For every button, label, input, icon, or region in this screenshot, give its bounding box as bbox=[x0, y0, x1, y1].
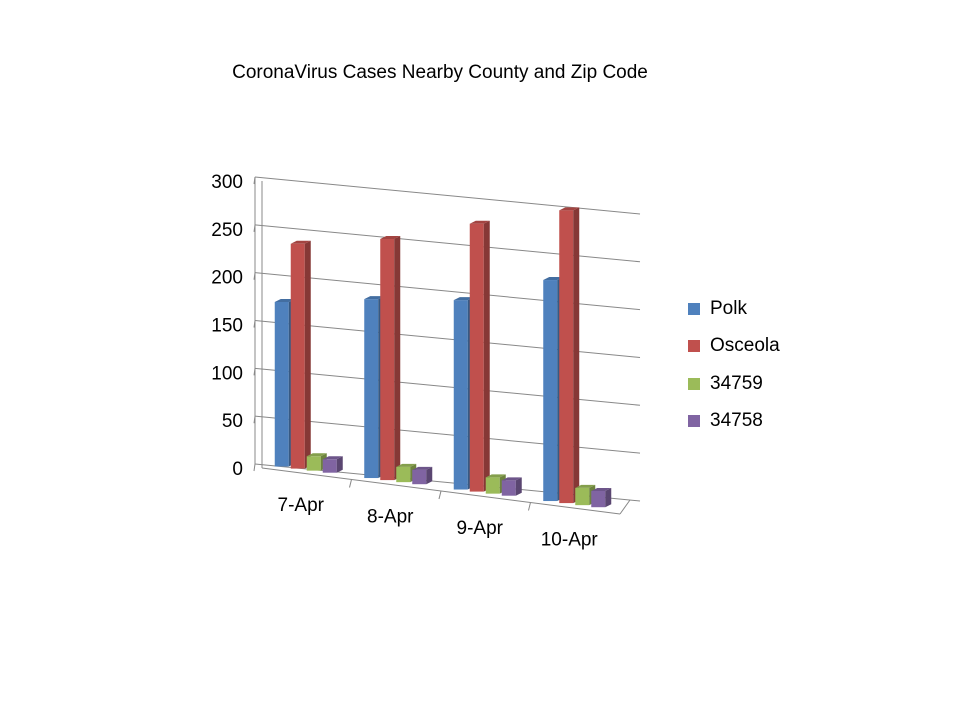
bar-34759-10-Apr bbox=[575, 487, 590, 506]
bar-34759-8-Apr bbox=[396, 466, 411, 483]
y-tick-label: 250 bbox=[211, 220, 243, 241]
bar-top-34759-10-Apr bbox=[575, 484, 596, 488]
y-tick-label: 300 bbox=[211, 172, 243, 193]
legend-item-polk: Polk bbox=[688, 290, 780, 328]
gridline bbox=[254, 367, 641, 406]
y-tick-label: 50 bbox=[222, 411, 243, 432]
bar-34758-7-Apr bbox=[322, 459, 337, 473]
bar-top-Polk-10-Apr bbox=[543, 277, 564, 281]
legend-swatch-osceola bbox=[688, 340, 700, 353]
bar-side-34758-8-Apr bbox=[426, 466, 433, 485]
bar-34758-10-Apr bbox=[591, 490, 606, 508]
bar-34759-9-Apr bbox=[485, 477, 500, 494]
legend-label-osceola: Osceola bbox=[710, 335, 780, 357]
bar-top-Osceola-8-Apr bbox=[380, 236, 401, 240]
bar-top-Osceola-9-Apr bbox=[469, 220, 490, 224]
y-tick-mark bbox=[253, 368, 256, 376]
x-tick-mark bbox=[349, 479, 352, 488]
x-tick-mark bbox=[528, 502, 531, 511]
floor-right-edge bbox=[619, 499, 631, 515]
x-tick-label: 7-Apr bbox=[278, 495, 325, 516]
bar-top-34759-9-Apr bbox=[485, 474, 506, 478]
x-tick-label: 8-Apr bbox=[367, 506, 414, 527]
legend-item-34758: 34758 bbox=[688, 403, 780, 441]
bar-top-34759-7-Apr bbox=[306, 453, 327, 457]
bar-Osceola-8-Apr bbox=[380, 239, 395, 481]
chart-title: CoronaVirus Cases Nearby County and Zip … bbox=[232, 62, 648, 83]
gridline bbox=[254, 320, 641, 358]
y-tick-mark bbox=[253, 224, 256, 232]
bar-top-34758-9-Apr bbox=[501, 477, 522, 481]
x-tick-label: 10-Apr bbox=[541, 529, 599, 550]
bar-top-Polk-8-Apr bbox=[364, 296, 385, 300]
y-tick-mark bbox=[253, 416, 256, 424]
bar-Polk-8-Apr bbox=[364, 299, 379, 479]
gridline bbox=[254, 176, 641, 215]
legend-item-osceola: Osceola bbox=[688, 328, 780, 366]
bar-34758-8-Apr bbox=[412, 469, 427, 485]
bar-Osceola-10-Apr bbox=[559, 210, 574, 504]
bar-top-Osceola-7-Apr bbox=[290, 240, 311, 244]
gridline bbox=[254, 272, 641, 311]
bar-top-34759-8-Apr bbox=[396, 463, 417, 467]
bar-side-34758-10-Apr bbox=[605, 487, 612, 508]
bar-Polk-7-Apr bbox=[274, 301, 289, 467]
bar-top-Osceola-10-Apr bbox=[559, 207, 580, 211]
bar-top-Polk-9-Apr bbox=[453, 297, 474, 301]
bar-top-34758-10-Apr bbox=[591, 487, 612, 491]
legend-label-34758: 34758 bbox=[710, 410, 763, 432]
legend-swatch-34758 bbox=[688, 415, 700, 428]
chart-legend: Polk Osceola 34759 34758 bbox=[688, 290, 780, 440]
y-tick-label: 0 bbox=[232, 459, 243, 480]
x-tick-label: 9-Apr bbox=[457, 518, 504, 539]
gridline bbox=[254, 224, 641, 263]
bar-side-Osceola-7-Apr bbox=[304, 240, 311, 469]
legend-label-34759: 34759 bbox=[710, 372, 763, 394]
bar-side-Osceola-8-Apr bbox=[394, 236, 401, 481]
bar-side-Osceola-9-Apr bbox=[483, 220, 490, 492]
bar-side-34758-9-Apr bbox=[515, 477, 522, 496]
bar-Polk-9-Apr bbox=[453, 300, 468, 490]
y-tick-mark bbox=[253, 176, 256, 185]
y-tick-mark bbox=[253, 463, 256, 472]
y-tick-label: 200 bbox=[211, 268, 243, 289]
bar-Osceola-9-Apr bbox=[469, 223, 484, 492]
y-tick-mark bbox=[253, 272, 256, 280]
legend-item-34759: 34759 bbox=[688, 365, 780, 403]
y-tick-mark bbox=[253, 320, 256, 328]
x-tick-mark bbox=[438, 490, 442, 500]
bar-top-34758-8-Apr bbox=[412, 466, 433, 470]
bar-top-34758-7-Apr bbox=[322, 456, 343, 460]
bar-34758-9-Apr bbox=[501, 480, 516, 496]
y-tick-label: 100 bbox=[211, 363, 243, 384]
bar-top-Polk-7-Apr bbox=[274, 298, 295, 302]
bar-side-Osceola-10-Apr bbox=[573, 207, 580, 504]
bar-side-34758-7-Apr bbox=[336, 456, 343, 473]
legend-swatch-34759 bbox=[688, 377, 700, 390]
bar-Osceola-7-Apr bbox=[290, 243, 305, 469]
y-tick-label: 150 bbox=[211, 316, 243, 337]
bar-34759-7-Apr bbox=[306, 456, 321, 471]
legend-label-polk: Polk bbox=[710, 297, 747, 319]
bar-Polk-10-Apr bbox=[543, 280, 558, 502]
gridline bbox=[254, 415, 641, 454]
legend-swatch-polk bbox=[688, 302, 700, 315]
